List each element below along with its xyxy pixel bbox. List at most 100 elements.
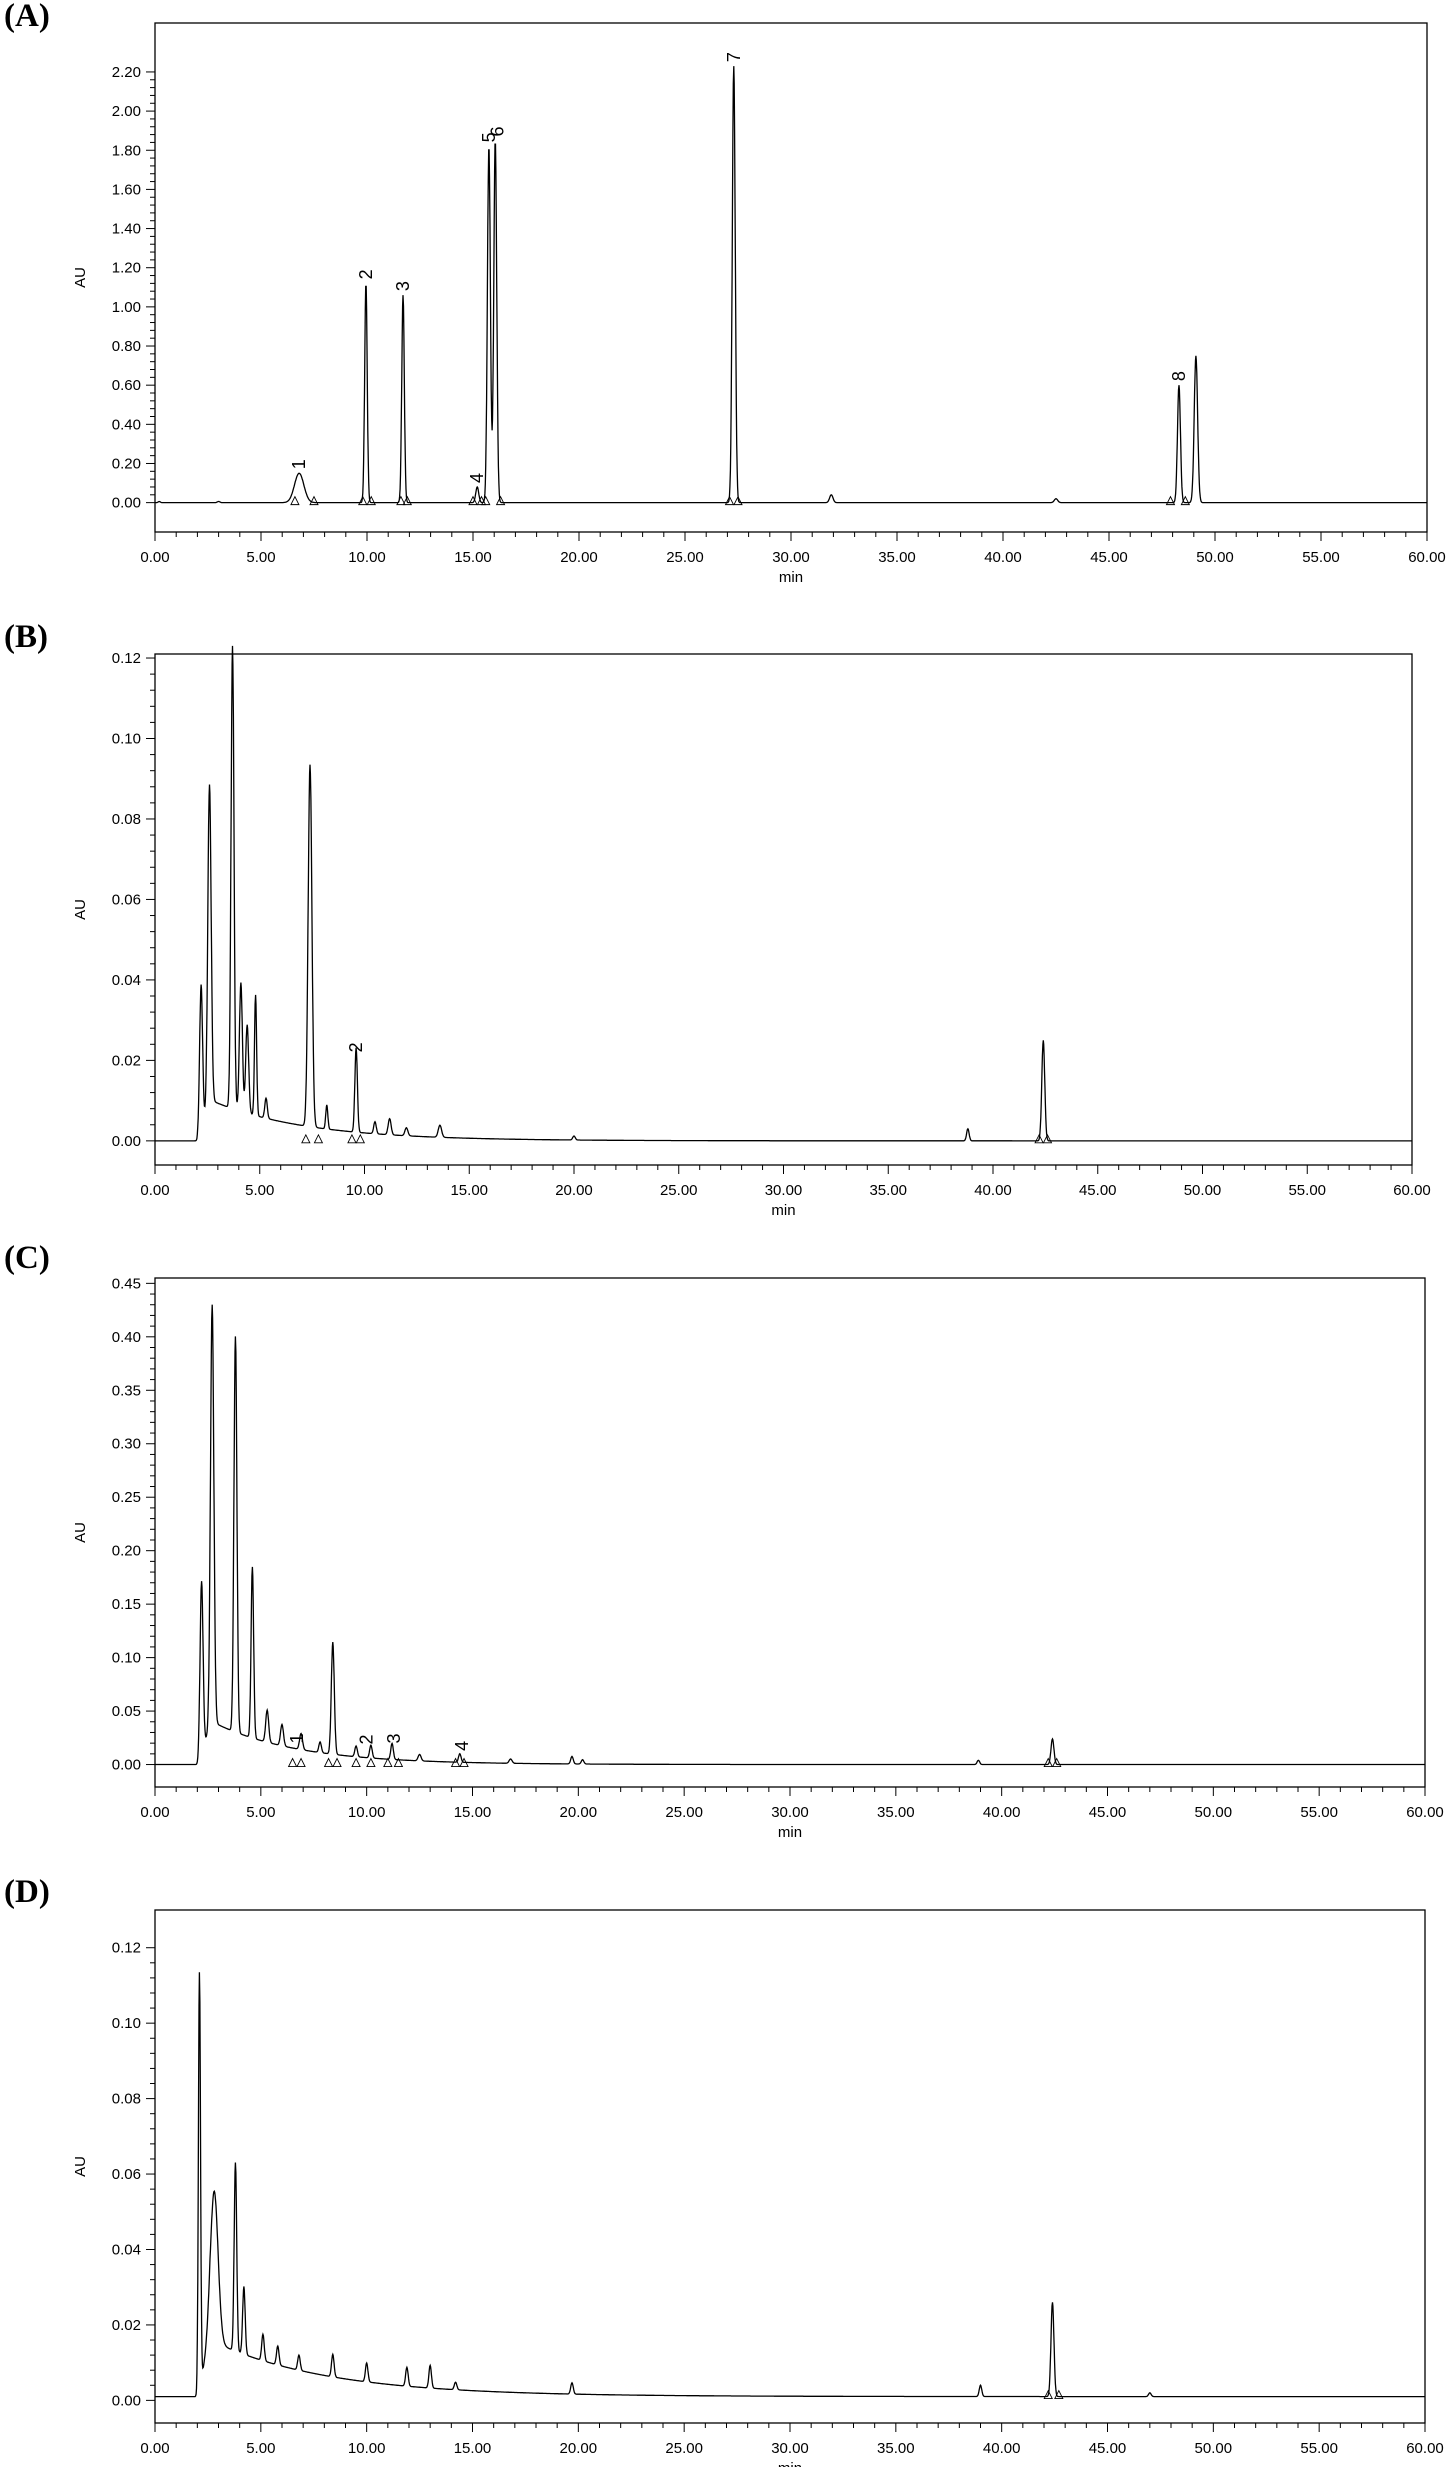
x-tick-label: 5.00 (245, 1182, 274, 1199)
x-axis-title: min (771, 1202, 795, 1219)
y-tick-label: 0.05 (112, 1703, 141, 1720)
x-tick-label: 25.00 (660, 1182, 698, 1199)
peak-label: 5 (479, 132, 499, 142)
panel-label-c: (C) (4, 1240, 50, 1276)
x-tick-label: 55.00 (1300, 2440, 1338, 2457)
x-tick-label: 20.00 (560, 2440, 598, 2457)
x-tick-label: 25.00 (665, 1804, 703, 1821)
x-tick-label: 55.00 (1288, 1182, 1326, 1199)
integration-marker (309, 495, 319, 506)
x-tick-label: 30.00 (771, 1804, 809, 1821)
x-tick-label: 40.00 (983, 1804, 1021, 1821)
y-tick-label: 2.00 (112, 103, 141, 120)
y-tick-label: 0.04 (112, 2241, 141, 2258)
peak-label: 4 (452, 1741, 472, 1751)
x-tick-label: 60.00 (1406, 2440, 1444, 2457)
x-tick-label: 25.00 (665, 2440, 703, 2457)
x-tick-label: 30.00 (765, 1182, 803, 1199)
y-tick-label: 0.30 (112, 1436, 141, 1453)
x-tick-label: 35.00 (877, 2440, 915, 2457)
chart-panel: 0.00 5.00 10.00 15.00 20.00 25.00 30.00 35.00 40… (72, 645, 1431, 1219)
y-tick-label: 0.06 (112, 2166, 141, 2183)
integration-marker (396, 495, 406, 506)
y-tick-label: 0.00 (112, 2392, 141, 2409)
y-tick-label: 1.00 (112, 299, 141, 316)
x-tick-label: 25.00 (666, 549, 704, 566)
integration-marker (468, 495, 478, 506)
y-tick-label: 1.60 (112, 181, 141, 198)
integration-marker (323, 1757, 334, 1767)
integration-marker (1180, 495, 1191, 506)
y-axis-title: AU (72, 267, 89, 288)
integration-marker (332, 1757, 342, 1767)
x-tick-label: 40.00 (983, 2440, 1021, 2457)
integration-marker (480, 495, 491, 506)
y-axis-title: AU (72, 1522, 89, 1543)
peak-label: 6 (487, 126, 507, 136)
y-tick-label: 0.25 (112, 1489, 141, 1506)
x-tick-label: 50.00 (1196, 549, 1234, 566)
y-tick-label: 0.00 (112, 495, 141, 512)
chart-panel: 0.00 5.00 10.00 15.00 20.00 25.00 30.00 35.00 40… (72, 1909, 1444, 2467)
y-tick-label: 0.08 (112, 811, 141, 828)
y-tick-label: 0.60 (112, 377, 141, 394)
integration-marker (287, 1757, 298, 1767)
x-tick-label: 5.00 (246, 1804, 275, 1821)
x-axis-title: min (778, 2460, 802, 2467)
x-tick-label: 40.00 (974, 1182, 1012, 1199)
integration-marker (1054, 2389, 1064, 2400)
integration-marker (459, 1757, 469, 1767)
y-tick-label: 0.15 (112, 1596, 141, 1613)
y-tick-label: 0.06 (112, 891, 141, 908)
x-tick-label: 60.00 (1393, 1182, 1431, 1199)
peak-label: 8 (1169, 371, 1189, 381)
peak-label: 4 (467, 473, 487, 483)
y-tick-label: 0.02 (112, 2317, 141, 2334)
x-tick-label: 45.00 (1089, 1804, 1127, 1821)
x-tick-label: 45.00 (1090, 549, 1128, 566)
x-tick-label: 5.00 (246, 549, 275, 566)
peak-label: 1 (289, 459, 309, 469)
y-tick-label: 0.12 (112, 1940, 141, 1957)
integration-marker (358, 495, 368, 506)
peak-label: 2 (356, 269, 376, 279)
x-tick-label: 40.00 (984, 549, 1022, 566)
integration-marker (724, 495, 735, 506)
integration-marker (290, 495, 300, 506)
integration-marker (402, 495, 413, 506)
y-tick-label: 0.10 (112, 730, 141, 747)
integration-marker (296, 1757, 306, 1767)
y-tick-label: 0.20 (112, 455, 141, 472)
integration-marker (351, 1757, 361, 1767)
y-tick-label: 0.10 (112, 2015, 141, 2032)
y-tick-label: 0.80 (112, 338, 141, 355)
x-tick-label: 10.00 (348, 549, 386, 566)
chromatogram-trace (155, 1972, 1425, 2398)
x-tick-label: 15.00 (454, 1804, 492, 1821)
integration-marker (355, 1133, 366, 1144)
y-axis-title: AU (72, 2156, 89, 2177)
x-tick-label: 0.00 (140, 549, 169, 566)
x-tick-label: 0.00 (140, 2440, 169, 2457)
chromatogram-trace (155, 645, 1412, 1142)
integration-marker (383, 1757, 393, 1767)
y-tick-label: 0.02 (112, 1052, 141, 1069)
x-tick-label: 35.00 (869, 1182, 907, 1199)
y-tick-label: 0.08 (112, 2091, 141, 2108)
y-tick-label: 0.00 (112, 1133, 141, 1150)
integration-marker (450, 1757, 461, 1767)
x-tick-label: 20.00 (560, 549, 598, 566)
x-tick-label: 55.00 (1302, 549, 1340, 566)
chromatogram-trace (155, 1304, 1425, 1766)
panel-label-b: (B) (4, 619, 48, 655)
plot-frame (154, 1909, 1426, 2424)
integration-marker (1043, 1757, 1053, 1767)
y-tick-label: 0.04 (112, 972, 141, 989)
x-tick-label: 60.00 (1408, 549, 1446, 566)
integration-marker (1034, 1133, 1044, 1144)
x-tick-label: 50.00 (1184, 1182, 1222, 1199)
peak-label: 2 (346, 1042, 366, 1052)
integration-marker (733, 495, 743, 506)
y-tick-label: 2.20 (112, 64, 141, 81)
